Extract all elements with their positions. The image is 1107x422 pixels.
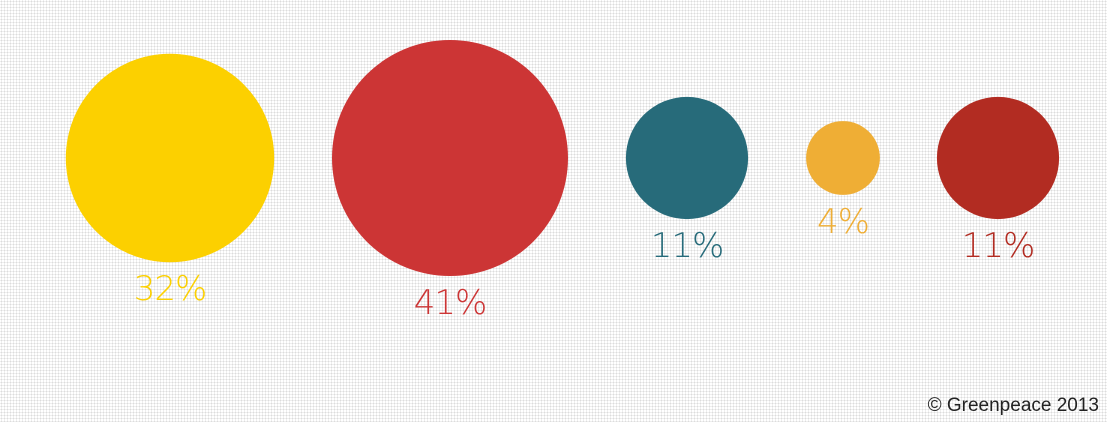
- bubble-2: [332, 40, 568, 276]
- bubble-4: [806, 121, 880, 195]
- bubble-1: [65, 53, 275, 263]
- bubble-label-2: 41%: [414, 283, 487, 323]
- bubble-label-4: 4%: [817, 202, 869, 242]
- bubble-5: [936, 96, 1060, 220]
- bubble-label-1: 32%: [134, 269, 207, 309]
- bubble-label-5: 11%: [962, 226, 1035, 266]
- bubble-3: [625, 96, 749, 220]
- copyright-credit: © Greenpeace 2013: [927, 395, 1099, 416]
- bubble-label-3: 11%: [651, 226, 724, 266]
